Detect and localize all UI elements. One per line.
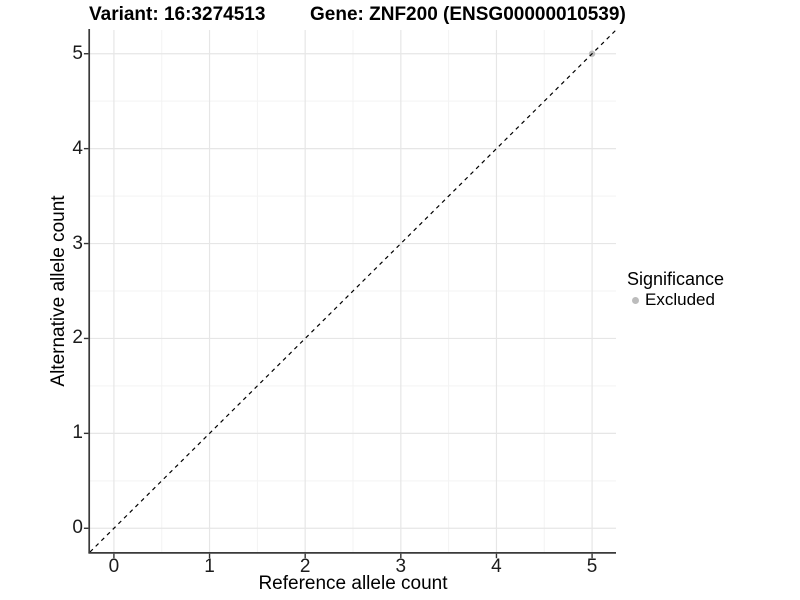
tick-marks — [83, 53, 593, 559]
x-tick-label: 5 — [586, 556, 598, 577]
axis-lines — [88, 29, 616, 554]
legend-item-excluded: Excluded — [627, 289, 724, 311]
grid-minor — [90, 30, 616, 552]
y-tick-label: 4 — [72, 137, 83, 159]
grid-major — [90, 30, 616, 552]
y-tick-label: 2 — [72, 327, 83, 349]
y-tick-label: 5 — [72, 42, 83, 64]
x-tick-label: 2 — [299, 556, 311, 577]
excluded-point-icon — [632, 296, 639, 304]
y-tick-label: 1 — [72, 422, 83, 444]
x-tick-label: 3 — [395, 556, 407, 577]
plot-title-gene: Gene: ZNF200 (ENSG00000010539) — [310, 4, 626, 25]
x-tick-label: 0 — [108, 556, 120, 577]
y-axis-title: Alternative allele count — [48, 195, 69, 387]
legend: Significance Excluded — [627, 269, 724, 311]
x-axis-title: Reference allele count — [258, 573, 448, 594]
legend-title: Significance — [627, 269, 725, 289]
x-tick-label: 1 — [204, 556, 215, 577]
identity-line — [89, 29, 617, 553]
plot-title-variant: Variant: 16:3274513 — [89, 4, 266, 25]
legend-item-label: Excluded — [645, 290, 715, 309]
x-tick-label: 4 — [491, 556, 502, 577]
y-tick-label: 0 — [72, 517, 83, 539]
y-tick-label: 3 — [72, 232, 83, 254]
